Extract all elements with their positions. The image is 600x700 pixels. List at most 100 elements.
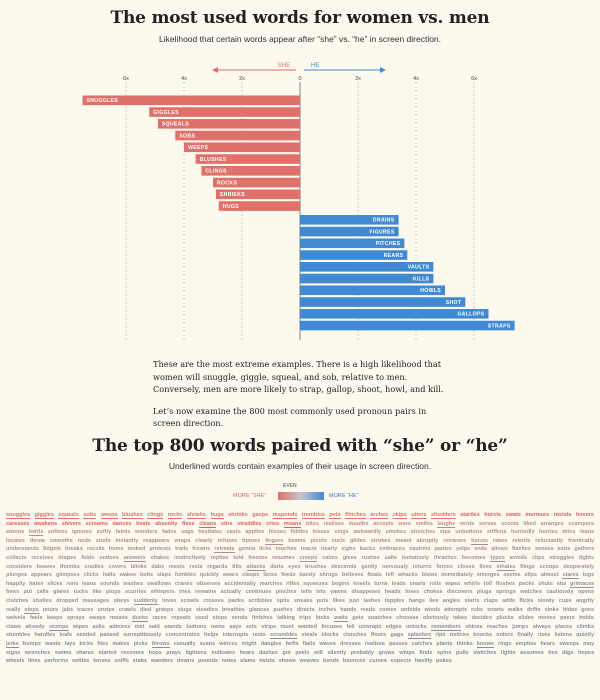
word-item[interactable]: runs: [66, 580, 79, 587]
word-item[interactable]: peels: [295, 649, 310, 656]
word-item[interactable]: likes: [332, 597, 345, 604]
word-item[interactable]: cautiously: [546, 589, 574, 596]
word-item[interactable]: places: [555, 623, 573, 630]
word-item[interactable]: says: [229, 623, 242, 630]
word-item[interactable]: just: [349, 597, 360, 604]
word-item[interactable]: spits: [276, 597, 290, 604]
word-item[interactable]: regards: [207, 563, 228, 570]
word-item[interactable]: tugs: [582, 572, 594, 579]
word-item[interactable]: whacks: [397, 572, 418, 579]
word-item[interactable]: dresses: [339, 640, 361, 647]
word-item[interactable]: remembers: [431, 623, 461, 631]
word-item[interactable]: angles: [442, 597, 461, 604]
word-item[interactable]: winds: [424, 606, 441, 613]
word-item[interactable]: bursts: [484, 512, 502, 518]
word-item[interactable]: believes: [341, 572, 364, 579]
word-item[interactable]: hangs: [408, 597, 425, 604]
word-item[interactable]: talking: [277, 615, 295, 622]
word-item[interactable]: needed: [76, 632, 96, 639]
word-item[interactable]: snarls: [409, 580, 426, 587]
word-item[interactable]: clutches: [6, 597, 29, 604]
word-item[interactable]: heaves: [36, 563, 56, 570]
word-item[interactable]: arches: [370, 512, 389, 519]
word-item[interactable]: smooths: [49, 537, 73, 544]
word-item[interactable]: calls: [36, 589, 49, 596]
word-item[interactable]: scampers: [568, 520, 594, 527]
word-item[interactable]: whips: [399, 649, 415, 656]
word-item[interactable]: tightens: [185, 649, 207, 656]
word-item[interactable]: snuggles: [6, 512, 31, 519]
word-item[interactable]: fades: [162, 529, 177, 536]
word-item[interactable]: resumes: [272, 554, 295, 561]
word-item[interactable]: scrambles: [270, 632, 298, 640]
word-item[interactable]: startles: [460, 512, 480, 518]
word-item[interactable]: sighs: [341, 546, 356, 553]
word-item[interactable]: swivels: [6, 615, 26, 622]
word-item[interactable]: unwraps: [358, 623, 382, 630]
word-item[interactable]: empties: [515, 640, 537, 647]
word-item[interactable]: wrote: [459, 520, 475, 527]
word-item[interactable]: catches: [411, 640, 433, 647]
word-item[interactable]: eyes: [288, 563, 301, 570]
word-item[interactable]: glares: [53, 589, 70, 596]
word-item[interactable]: claps: [483, 597, 498, 604]
word-item[interactable]: laughs: [437, 520, 456, 528]
word-item[interactable]: skips: [392, 512, 407, 519]
word-item[interactable]: starts: [464, 597, 480, 604]
word-item[interactable]: bumps: [22, 640, 41, 647]
word-item[interactable]: hums: [108, 546, 124, 553]
word-item[interactable]: nods: [77, 537, 91, 544]
word-item[interactable]: weeps: [100, 512, 118, 519]
word-item[interactable]: exits: [557, 546, 571, 553]
word-item[interactable]: lets: [316, 589, 326, 596]
word-item[interactable]: massages: [82, 597, 110, 604]
word-item[interactable]: handles: [34, 632, 56, 639]
word-item[interactable]: shrieks: [186, 512, 207, 519]
word-item[interactable]: panics: [434, 546, 452, 553]
word-item[interactable]: absently: [155, 520, 178, 527]
word-item[interactable]: stands: [164, 623, 182, 630]
word-item[interactable]: really: [6, 606, 21, 613]
word-item[interactable]: glides: [349, 537, 366, 544]
word-item[interactable]: steals: [301, 632, 318, 639]
word-item[interactable]: frantically: [568, 537, 594, 544]
word-item[interactable]: pours: [42, 606, 59, 613]
word-item[interactable]: chokes: [423, 589, 443, 596]
word-item[interactable]: rests: [189, 563, 203, 570]
word-item[interactable]: considers: [6, 563, 32, 570]
word-item[interactable]: switches: [473, 649, 497, 656]
word-item[interactable]: faints: [115, 529, 131, 536]
word-item[interactable]: protests: [149, 546, 172, 553]
word-item[interactable]: breathes: [221, 606, 245, 613]
word-item[interactable]: waves: [319, 640, 336, 647]
word-item[interactable]: collects: [6, 554, 27, 561]
word-item[interactable]: becomes: [461, 554, 486, 561]
word-item[interactable]: slides: [518, 615, 534, 622]
word-item[interactable]: picks: [133, 640, 148, 647]
word-item[interactable]: accepts: [373, 520, 394, 527]
word-item[interactable]: ducks: [132, 615, 149, 623]
word-item[interactable]: replies: [210, 554, 229, 561]
word-item[interactable]: reacts: [300, 546, 317, 553]
word-item[interactable]: blows: [421, 572, 438, 579]
word-item[interactable]: sneaks: [293, 597, 313, 604]
word-item[interactable]: shudders: [430, 512, 456, 519]
word-item[interactable]: shows: [278, 658, 296, 665]
word-item[interactable]: must: [280, 623, 294, 630]
word-item[interactable]: understands: [6, 546, 40, 553]
word-item[interactable]: breaks: [65, 546, 83, 553]
word-item[interactable]: hefts: [285, 640, 299, 647]
word-item[interactable]: whirls: [464, 580, 480, 587]
word-item[interactable]: digs: [562, 649, 574, 656]
word-item[interactable]: realises: [323, 520, 345, 527]
word-item[interactable]: decides: [471, 615, 492, 622]
word-item[interactable]: assumes: [520, 649, 544, 656]
word-item[interactable]: splashes: [407, 632, 432, 640]
word-item[interactable]: pinches: [275, 589, 297, 596]
word-item[interactable]: beats: [136, 520, 151, 527]
word-item[interactable]: meant: [395, 537, 412, 544]
word-item[interactable]: comes: [379, 606, 397, 613]
word-item[interactable]: directs: [296, 606, 315, 613]
word-item[interactable]: retrieves: [443, 537, 467, 544]
word-item[interactable]: attempts: [444, 606, 468, 613]
